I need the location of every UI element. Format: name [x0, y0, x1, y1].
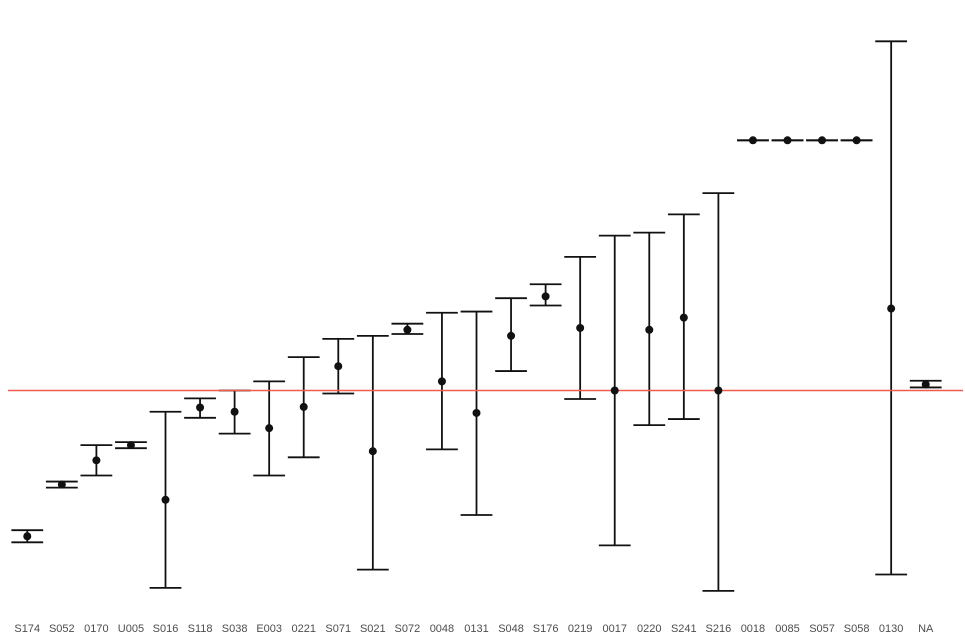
point-S038: [230, 407, 239, 416]
point-S058: [852, 136, 861, 145]
x-tick-label: NA: [918, 623, 934, 635]
point-S048: [507, 331, 516, 340]
point-0220: [645, 325, 654, 334]
point-S174: [23, 532, 32, 541]
x-tick-label: 0017: [602, 623, 626, 635]
point-S016: [161, 495, 170, 504]
x-tick-label: 0219: [568, 623, 592, 635]
point-0130: [887, 304, 896, 313]
x-tick-label: 0018: [741, 623, 765, 635]
point-S052: [57, 480, 66, 489]
point-0221: [299, 402, 308, 411]
point-S216: [714, 386, 723, 395]
point-0131: [472, 408, 481, 417]
point-NA: [921, 380, 930, 389]
tick-labels-layer: S174 S052 0170 U005 S016 S118 S038 E003 0221 S071…: [14, 623, 934, 635]
x-tick-label: 0048: [430, 623, 454, 635]
errorbars-layer: [11, 40, 942, 592]
x-tick-label: S071: [325, 623, 351, 635]
x-tick-label: S052: [49, 623, 75, 635]
x-tick-label: S174: [14, 623, 40, 635]
point-S176: [541, 292, 550, 301]
x-tick-label: S241: [671, 623, 697, 635]
x-tick-label: 0131: [464, 623, 488, 635]
point-0085: [783, 136, 792, 145]
point-0170: [92, 456, 101, 465]
point-S241: [679, 313, 688, 322]
x-tick-label: S072: [395, 623, 421, 635]
x-tick-label: E003: [256, 623, 282, 635]
point-S057: [818, 136, 827, 145]
x-tick-label: 0170: [84, 623, 108, 635]
point-0017: [610, 386, 619, 395]
point-0018: [748, 136, 757, 145]
x-tick-label: S021: [360, 623, 386, 635]
point-S071: [334, 362, 343, 371]
x-tick-label: U005: [118, 623, 144, 635]
x-tick-label: 0130: [879, 623, 903, 635]
point-U005: [126, 441, 135, 450]
x-tick-label: 0085: [775, 623, 799, 635]
point-S072: [403, 325, 412, 334]
x-tick-label: S118: [188, 623, 213, 635]
point-0219: [576, 323, 585, 332]
x-tick-label: S216: [706, 623, 732, 635]
point-E003: [265, 424, 274, 433]
x-tick-label: S038: [222, 623, 248, 635]
x-tick-label: 0220: [637, 623, 661, 635]
point-S118: [196, 403, 205, 412]
x-tick-label: S048: [498, 623, 524, 635]
x-tick-label: S176: [533, 623, 559, 635]
points-layer: [23, 136, 930, 541]
x-tick-label: S058: [844, 623, 870, 635]
x-tick-label: 0221: [291, 623, 315, 635]
point-0048: [437, 377, 446, 386]
x-tick-label: S016: [153, 623, 179, 635]
x-tick-label: S057: [809, 623, 835, 635]
point-S021: [368, 447, 377, 456]
